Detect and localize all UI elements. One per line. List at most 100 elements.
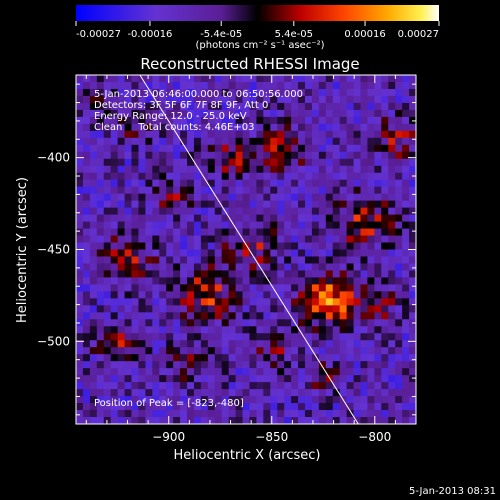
heatmap-cell — [214, 151, 223, 160]
heatmap-cell — [76, 263, 84, 272]
heatmap-cell — [193, 340, 202, 348]
heatmap-cell — [124, 417, 133, 424]
heatmap-cell — [339, 326, 348, 334]
heatmap-cell — [367, 88, 375, 97]
heatmap-cell — [360, 235, 369, 244]
heatmap-cell — [110, 403, 119, 411]
heatmap-cell — [298, 326, 306, 334]
heatmap-cell — [131, 368, 140, 376]
heatmap-cell — [256, 256, 264, 265]
heatmap-cell — [263, 319, 271, 327]
heatmap-cell — [200, 165, 209, 174]
heatmap-cell — [367, 256, 375, 265]
heatmap-cell — [353, 396, 362, 404]
heatmap-cell — [332, 410, 341, 418]
heatmap-cell — [339, 109, 348, 118]
heatmap-cell — [311, 389, 320, 397]
heatmap-cell — [381, 277, 389, 285]
heatmap-cell — [187, 291, 195, 299]
heatmap-cell — [145, 298, 153, 306]
heatmap-cell — [360, 109, 369, 118]
heatmap-cell — [228, 340, 237, 348]
heatmap-cell — [138, 179, 146, 188]
heatmap-cell — [145, 284, 153, 292]
heatmap-cell — [124, 312, 133, 320]
heatmap-cell — [311, 270, 320, 279]
heatmap-cell — [346, 312, 355, 320]
heatmap-cell — [332, 375, 341, 383]
heatmap-cell — [395, 410, 403, 418]
heatmap-cell — [402, 109, 410, 118]
heatmap-cell — [193, 277, 202, 285]
heatmap-cell — [159, 130, 167, 139]
heatmap-cell — [187, 88, 195, 97]
heatmap-cell — [332, 340, 341, 348]
heatmap-cell — [249, 109, 258, 118]
heatmap-cell — [325, 396, 334, 404]
heatmap-cell — [388, 130, 396, 139]
heatmap-cell — [277, 200, 285, 209]
heatmap-cell — [402, 270, 410, 279]
heatmap-cell — [339, 165, 348, 174]
heatmap-cell — [249, 137, 258, 146]
heatmap-cell — [277, 207, 285, 216]
heatmap-cell — [152, 256, 160, 265]
heatmap-cell — [82, 270, 91, 279]
heatmap-cell — [388, 382, 396, 390]
heatmap-cell — [145, 326, 153, 334]
heatmap-cell — [332, 158, 341, 167]
heatmap-cell — [332, 228, 341, 237]
heatmap-cell — [304, 235, 313, 244]
heatmap-cell — [291, 298, 299, 306]
colorbar-tick-label: 0.00027 — [398, 29, 439, 40]
heatmap-cell — [284, 361, 292, 369]
heatmap-cell — [173, 382, 181, 390]
heatmap-cell — [76, 291, 84, 299]
heatmap-cell — [103, 165, 112, 174]
heatmap-cell — [152, 109, 160, 118]
heatmap-cell — [82, 389, 91, 397]
heatmap-cell — [110, 123, 119, 132]
heatmap-cell — [311, 214, 320, 223]
heatmap-cell — [103, 256, 112, 265]
heatmap-cell — [76, 410, 84, 418]
heatmap-cell — [89, 340, 98, 348]
heatmap-cell — [311, 382, 320, 390]
heatmap-cell — [256, 158, 264, 167]
heatmap-cell — [249, 193, 258, 202]
heatmap-cell — [325, 116, 334, 125]
heatmap-cell — [332, 368, 341, 376]
heatmap-cell — [395, 165, 403, 174]
heatmap-cell — [152, 214, 160, 223]
heatmap-cell — [89, 319, 98, 327]
heatmap-cell — [159, 263, 167, 272]
colorbar-tick-label: -0.00027 — [76, 29, 121, 40]
heatmap-cell — [325, 270, 334, 279]
heatmap-cell — [152, 186, 160, 195]
heatmap-cell — [325, 298, 334, 306]
heatmap-cell — [221, 277, 230, 285]
heatmap-cell — [82, 235, 91, 244]
heatmap-cell — [228, 193, 237, 202]
heatmap-cell — [318, 333, 327, 341]
heatmap-cell — [381, 158, 389, 167]
heatmap-cell — [388, 207, 396, 216]
heatmap-cell — [187, 354, 195, 362]
heatmap-cell — [374, 130, 382, 139]
heatmap-cell — [374, 326, 382, 334]
heatmap-cell — [76, 347, 84, 355]
heatmap-cell — [395, 249, 403, 258]
heatmap-cell — [214, 123, 223, 132]
heatmap-cell — [200, 172, 209, 181]
heatmap-cell — [374, 151, 382, 160]
heatmap-cell — [82, 130, 91, 139]
heatmap-cell — [388, 95, 396, 104]
heatmap-cell — [311, 410, 320, 418]
heatmap-cell — [166, 249, 174, 258]
heatmap-cell — [353, 221, 362, 230]
heatmap-cell — [388, 403, 396, 411]
heatmap-cell — [374, 263, 382, 272]
heatmap-cell — [166, 417, 174, 424]
heatmap-cell — [131, 319, 140, 327]
heatmap-cell — [138, 207, 146, 216]
